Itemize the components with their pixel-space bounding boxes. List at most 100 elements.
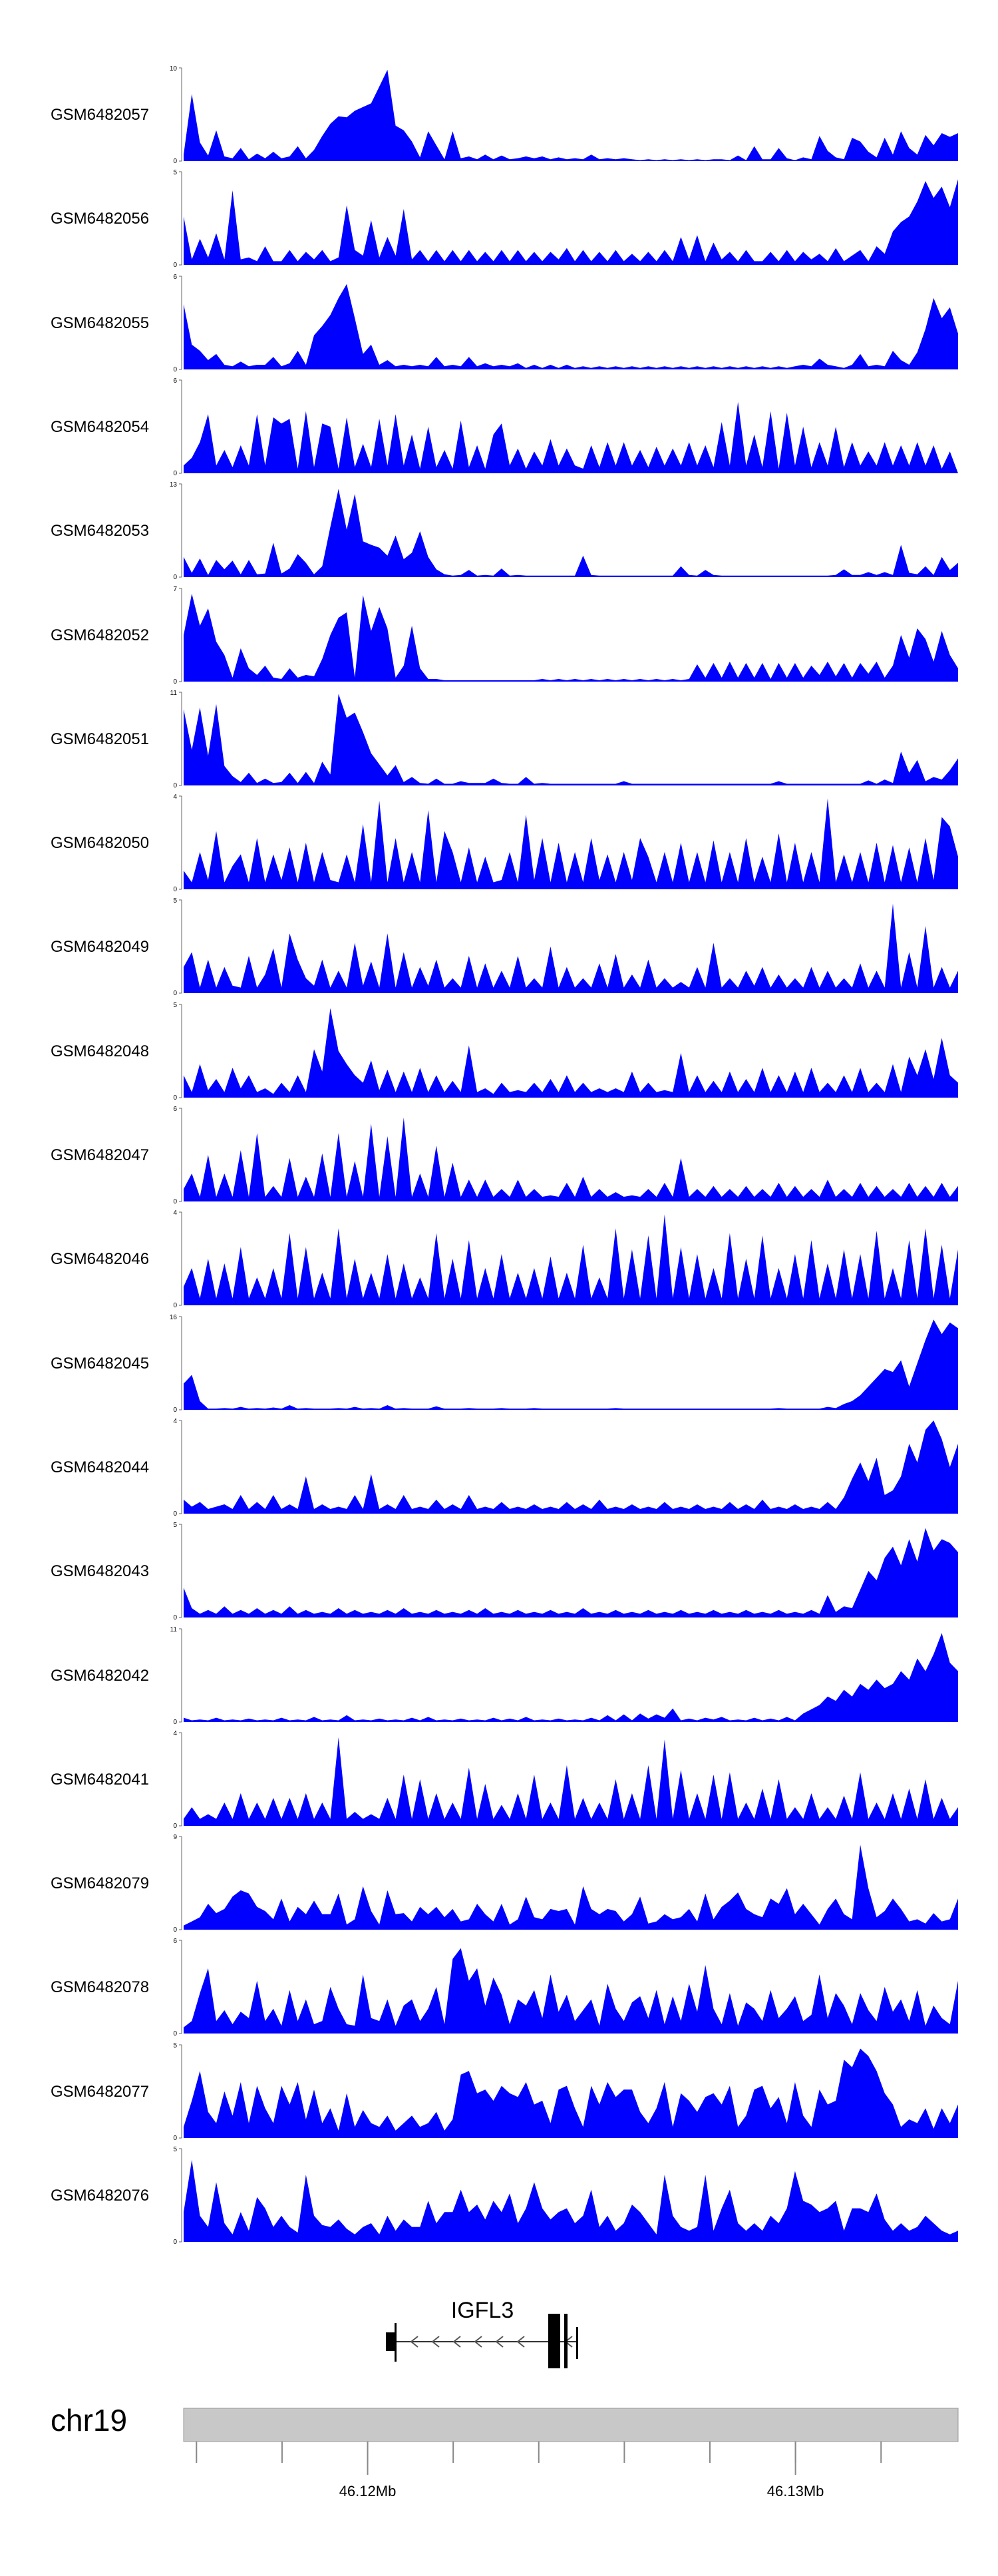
track-GSM6482077: GSM6482077 5 0 (51, 2042, 958, 2142)
coverage-area (184, 1008, 958, 1098)
track-label: GSM6482051 (51, 730, 149, 748)
track-label: GSM6482076 (51, 2187, 149, 2205)
y-min-label: 0 (173, 1094, 177, 1102)
coverage-area (184, 1844, 958, 1930)
track-GSM6482053: GSM6482053 13 0 (51, 481, 958, 581)
track-GSM6482047: GSM6482047 6 0 (51, 1106, 958, 1205)
y-min-label: 0 (173, 1614, 177, 1621)
track-GSM6482052: GSM6482052 7 0 (51, 586, 958, 686)
y-max-label: 16 (170, 1314, 178, 1321)
y-max-label: 6 (173, 377, 177, 385)
y-max-label: 4 (173, 1418, 177, 1425)
track-label: GSM6482046 (51, 1250, 149, 1268)
y-min-label: 0 (173, 1510, 177, 1518)
y-max-label: 9 (173, 1834, 177, 1841)
y-max-label: 13 (170, 481, 178, 489)
coverage-area (184, 2159, 958, 2242)
y-max-label: 4 (173, 793, 177, 801)
y-min-label: 0 (173, 1926, 177, 1934)
y-min-label: 0 (173, 262, 177, 269)
track-label: GSM6482041 (51, 1771, 149, 1789)
gene-label: IGFL3 (451, 2298, 514, 2323)
y-min-label: 0 (173, 782, 177, 789)
gene-exon-coding (548, 2314, 560, 2368)
coverage-area (184, 798, 958, 889)
y-min-label: 0 (173, 2239, 177, 2246)
y-max-label: 6 (173, 274, 177, 281)
track-label: GSM6482042 (51, 1667, 149, 1685)
y-max-label: 5 (173, 1522, 177, 1529)
track-label: GSM6482047 (51, 1146, 149, 1164)
y-max-label: 7 (173, 586, 177, 593)
track-GSM6482055: GSM6482055 6 0 (51, 274, 958, 373)
y-min-label: 0 (173, 1198, 177, 1205)
track-label: GSM6482079 (51, 1874, 149, 1892)
y-min-label: 0 (173, 1302, 177, 1309)
coverage-area (184, 1528, 958, 1617)
axis-ticks (196, 2442, 882, 2475)
track-label: GSM6482049 (51, 938, 149, 956)
y-min-label: 0 (173, 2135, 177, 2142)
track-GSM6482045: GSM6482045 16 0 (51, 1314, 958, 1414)
track-label: GSM6482044 (51, 1458, 149, 1476)
track-GSM6482043: GSM6482043 5 0 (51, 1522, 958, 1621)
y-max-label: 11 (170, 1626, 178, 1633)
axis-tick-label: 46.12Mb (339, 2483, 397, 2499)
track-GSM6482079: GSM6482079 9 0 (51, 1834, 958, 1934)
track-GSM6482056: GSM6482056 5 0 (51, 169, 958, 269)
gene-exon-utr (386, 2332, 395, 2351)
track-label: GSM6482057 (51, 106, 149, 124)
coverage-area (184, 903, 958, 993)
gene-exon-boundary-2 (576, 2327, 578, 2359)
coverage-tracks: GSM6482057100GSM648205650GSM648205560GSM… (51, 65, 958, 2246)
coverage-area (184, 489, 958, 577)
track-GSM6482078: GSM6482078 6 0 (51, 1938, 958, 2038)
y-max-label: 11 (170, 690, 178, 697)
y-max-label: 5 (173, 2042, 177, 2049)
track-label: GSM6482052 (51, 626, 149, 644)
coverage-area (184, 694, 958, 785)
y-max-label: 6 (173, 1938, 177, 1945)
coverage-area (184, 69, 958, 161)
coverage-area (184, 1214, 958, 1305)
track-label: GSM6482043 (51, 1562, 149, 1580)
y-max-label: 5 (173, 1002, 177, 1009)
chromosome-bar (183, 2408, 959, 2442)
y-max-label: 4 (173, 1730, 177, 1737)
coverage-area (184, 1737, 958, 1826)
coverage-area (184, 1420, 958, 1514)
track-GSM6482051: GSM6482051 11 0 (51, 690, 958, 789)
track-GSM6482076: GSM6482076 5 0 (51, 2146, 958, 2246)
y-min-label: 0 (173, 158, 177, 165)
y-max-label: 6 (173, 1106, 177, 1113)
track-label: GSM6482054 (51, 418, 149, 436)
track-GSM6482042: GSM6482042 11 0 (51, 1626, 958, 1726)
track-label: GSM6482055 (51, 314, 149, 332)
y-min-label: 0 (173, 366, 177, 373)
coverage-area (184, 1948, 958, 2034)
track-GSM6482054: GSM6482054 6 0 (51, 377, 958, 477)
y-max-label: 5 (173, 169, 177, 176)
strand-arrows (410, 2336, 573, 2348)
track-label: GSM6482048 (51, 1042, 149, 1060)
track-label: GSM6482045 (51, 1355, 149, 1373)
coverage-area (184, 179, 958, 265)
coverage-area (184, 1633, 958, 1722)
y-min-label: 0 (173, 990, 177, 997)
coverage-area (184, 284, 958, 369)
track-GSM6482050: GSM6482050 4 0 (51, 793, 958, 893)
y-min-label: 0 (173, 574, 177, 581)
coverage-area (184, 1319, 958, 1410)
y-max-label: 4 (173, 1209, 177, 1217)
track-label: GSM6482077 (51, 2083, 149, 2101)
gene-exon-boundary (395, 2323, 397, 2362)
y-min-label: 0 (173, 1719, 177, 1726)
track-GSM6482041: GSM6482041 4 0 (51, 1730, 958, 1830)
track-label: GSM6482053 (51, 522, 149, 540)
track-GSM6482049: GSM6482049 5 0 (51, 897, 958, 997)
chromosome-label: chr19 (51, 2403, 127, 2438)
gene-track: IGFL3 (386, 2298, 578, 2368)
y-max-label: 10 (170, 65, 178, 73)
coverage-area (184, 401, 958, 473)
